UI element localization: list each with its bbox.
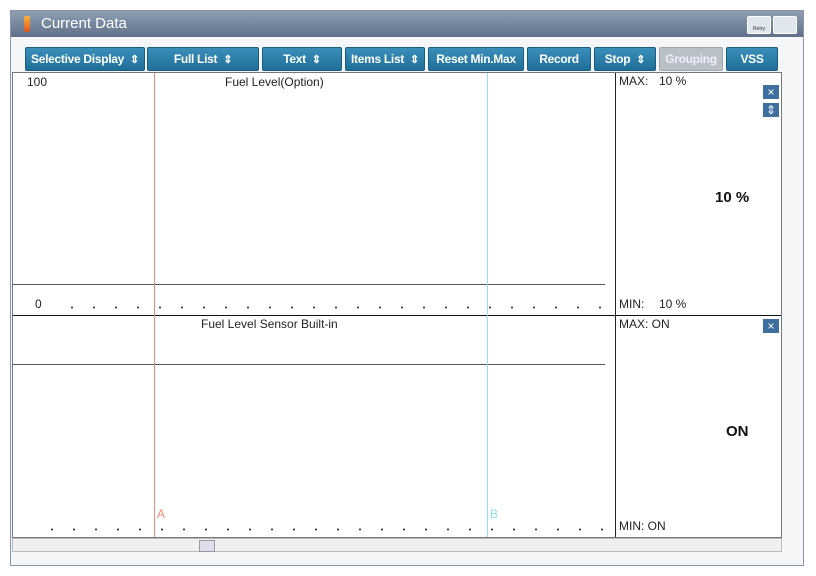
close-panel[interactable]: × [763,319,779,333]
value-line [13,284,605,285]
cursor-label: A [157,507,166,521]
cursor-label: B [490,507,499,521]
scrollbar[interactable] [12,538,782,552]
max-label: MAX: [619,74,649,88]
window-title: Current Data [41,15,127,32]
max-value: 10 % [659,74,687,88]
divider [615,73,616,537]
cursor-line[interactable] [487,73,488,537]
panel-title: Fuel Level Sensor Built-in [201,317,338,331]
expand-panel[interactable]: ⇕ [763,103,779,117]
button-label: Full List [173,52,218,66]
toolbar-button[interactable]: Items List [345,47,425,71]
graph-area: 100 Fuel Level(Option) 0 MAX: 10 % 10 % … [12,72,782,538]
min-text: MIN: ON [619,519,666,533]
button-label: Stop [604,52,631,66]
dropdown-icon [130,52,139,66]
dropdown-icon [636,52,645,66]
toolbar: Selective Display Full List Text Items L… [11,45,803,75]
max-text: MAX: ON [619,317,670,331]
current-value: ON [726,423,749,440]
minimize-button[interactable] [773,16,797,34]
retry-button[interactable]: Retry [747,16,771,34]
panel-title: Fuel Level(Option) [225,75,324,89]
dropdown-icon [223,52,232,66]
button-label: Text [283,52,306,66]
toolbar-button[interactable]: Record [527,47,591,71]
min-label: MIN: [619,297,645,311]
toolbar-button[interactable]: Full List [147,47,259,71]
app-icon [24,16,30,32]
scale-max: 100 [27,75,48,89]
toolbar-button[interactable]: Selective Display [25,47,145,71]
close-panel[interactable]: × [763,85,779,99]
toolbar-button[interactable]: VSS [726,47,778,71]
dropdown-icon [410,52,419,66]
toolbar-button[interactable]: Text [262,47,342,71]
toolbar-button[interactable]: Reset Min.Max [428,47,524,71]
title-bar: Current Data Retry [11,11,803,37]
value-line [13,364,605,365]
button-label: Items List [351,52,405,66]
button-label: Selective Display [31,52,125,66]
panel-separator [13,315,781,316]
min-value: 10 % [659,297,687,311]
scale-min: 0 [35,297,42,311]
time-ticks [61,306,611,309]
toolbar-button[interactable]: Stop [594,47,656,71]
time-ticks [41,528,611,531]
toolbar-button: Grouping [659,47,723,71]
dropdown-icon [312,52,321,66]
cursor-line[interactable] [154,73,155,537]
scroll-thumb[interactable] [199,540,215,552]
current-value: 10 % [715,189,750,206]
